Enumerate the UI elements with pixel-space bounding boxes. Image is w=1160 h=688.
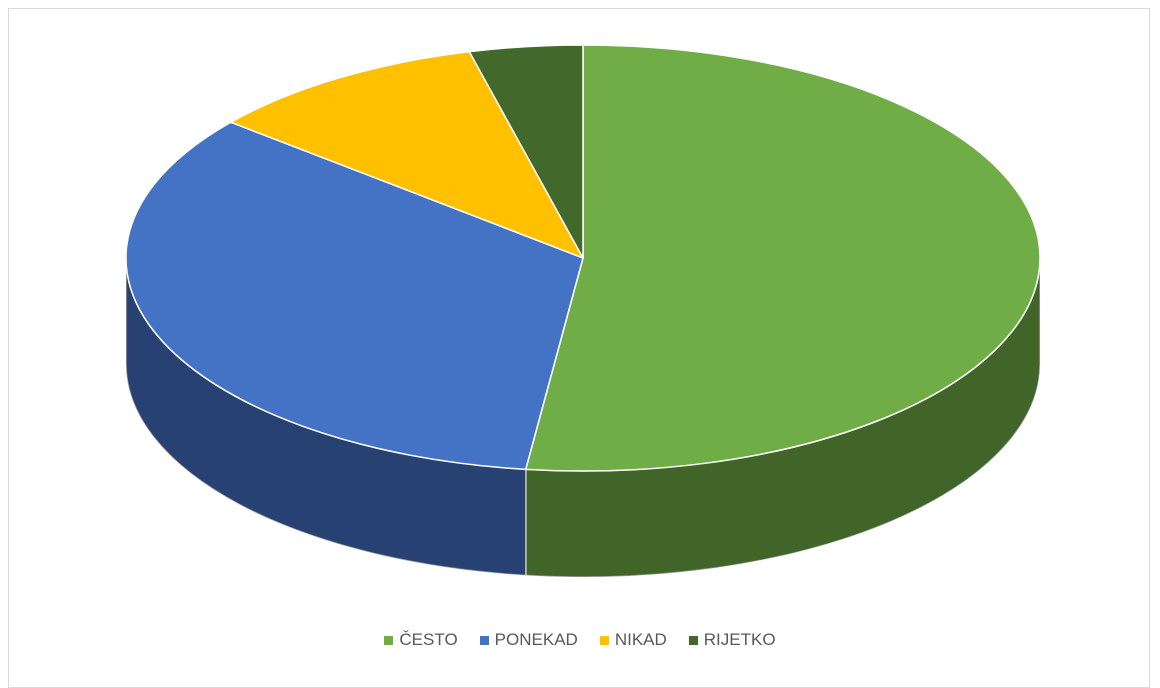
legend-swatch [599,635,609,645]
legend-item: NIKAD [599,630,667,650]
slice [125,121,584,471]
legend-label: RIJETKO [703,630,776,649]
slice [524,44,1041,472]
slice-side-shade [525,258,1040,577]
legend-label: ČESTO [399,630,458,649]
legend-swatch [384,635,394,645]
legend-label: NIKAD [614,630,667,649]
slice [230,50,584,259]
slice-side-shade [126,258,526,576]
legend-item: ČESTO [384,630,458,650]
legend: ČESTO PONEKAD NIKAD RIJETKO [0,630,1160,650]
legend-item: RIJETKO [688,630,776,650]
legend-label: PONEKAD [494,630,578,649]
legend-item: PONEKAD [479,630,578,650]
legend-swatch [688,635,698,645]
slice [468,44,584,259]
legend-swatch [479,635,489,645]
